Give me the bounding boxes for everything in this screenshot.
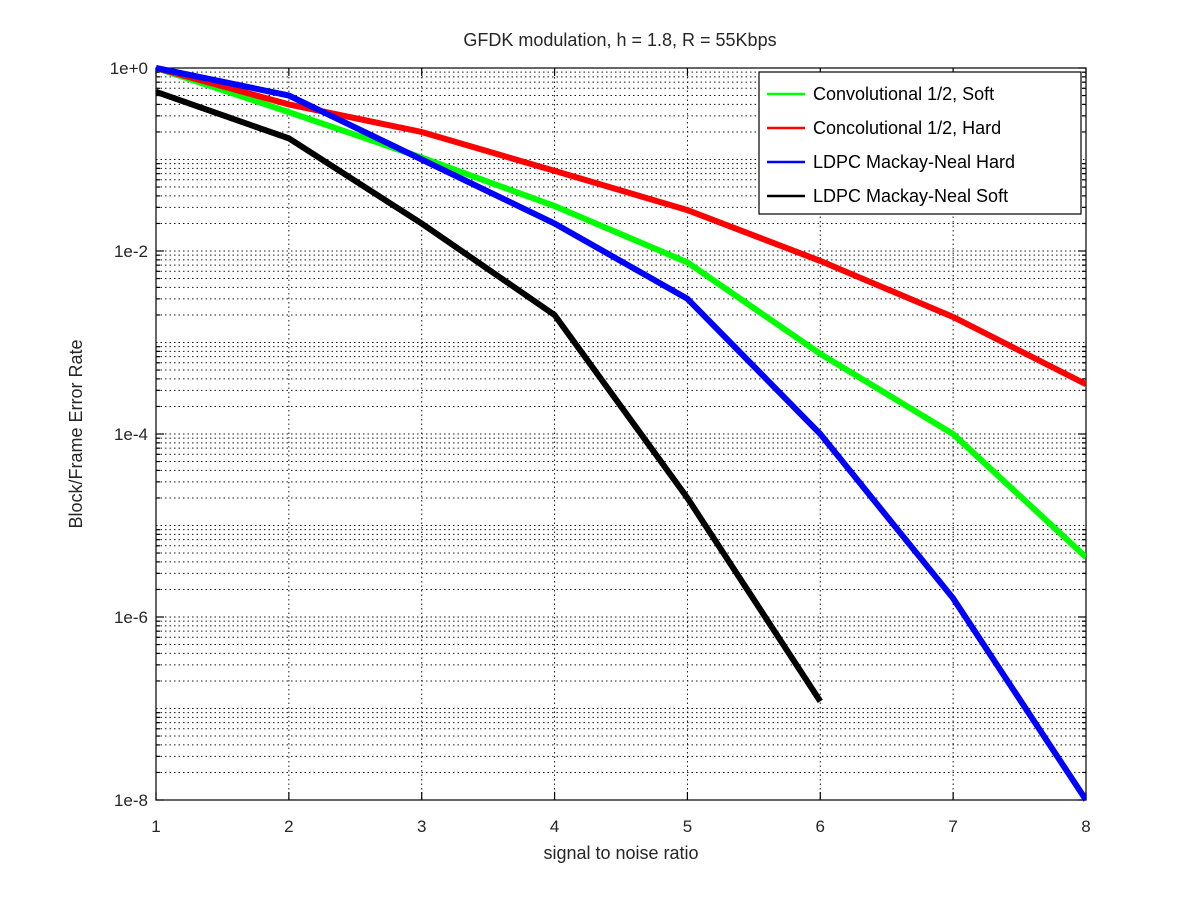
- x-tick-label: 5: [683, 817, 692, 836]
- series-lines: [156, 65, 1086, 802]
- series-line-1: [156, 65, 1086, 560]
- y-tick-label: 1e+0: [110, 59, 148, 78]
- y-tick-label: 1e-6: [114, 608, 148, 627]
- legend-entry: Concolutional 1/2, Hard: [813, 118, 1001, 138]
- y-tick-label: 1e-2: [114, 242, 148, 261]
- y-tick-label: 1e-8: [114, 791, 148, 810]
- x-tick-label: 8: [1081, 817, 1090, 836]
- legend-entry: LDPC Mackay-Neal Soft: [813, 186, 1008, 206]
- series-line-3: [156, 65, 1086, 802]
- axis-ticks: 1 2 3 4 5 6 7 8 1e-8 1e-6 1e-4 1e-2 1e+0: [110, 59, 1091, 836]
- x-axis-label: signal to noise ratio: [543, 843, 698, 863]
- series-line-4: [156, 88, 823, 703]
- x-tick-label: 1: [151, 817, 160, 836]
- legend-box: [758, 71, 1082, 215]
- y-axis-label: Block/Frame Error Rate: [66, 339, 86, 528]
- y-tick-label: 1e-4: [114, 425, 148, 444]
- x-tick-label: 4: [550, 817, 559, 836]
- x-tick-label: 2: [284, 817, 293, 836]
- x-tick-label: 3: [417, 817, 426, 836]
- legend: Convolutional 1/2, Soft Concolutional 1/2…: [758, 71, 1082, 215]
- legend-entry: Convolutional 1/2, Soft: [813, 84, 994, 104]
- legend-entry: LDPC Mackay-Neal Hard: [813, 152, 1015, 172]
- chart-title: GFDK modulation, h = 1.8, R = 55Kbps: [463, 30, 776, 50]
- x-tick-label: 7: [948, 817, 957, 836]
- x-tick-label: 6: [816, 817, 825, 836]
